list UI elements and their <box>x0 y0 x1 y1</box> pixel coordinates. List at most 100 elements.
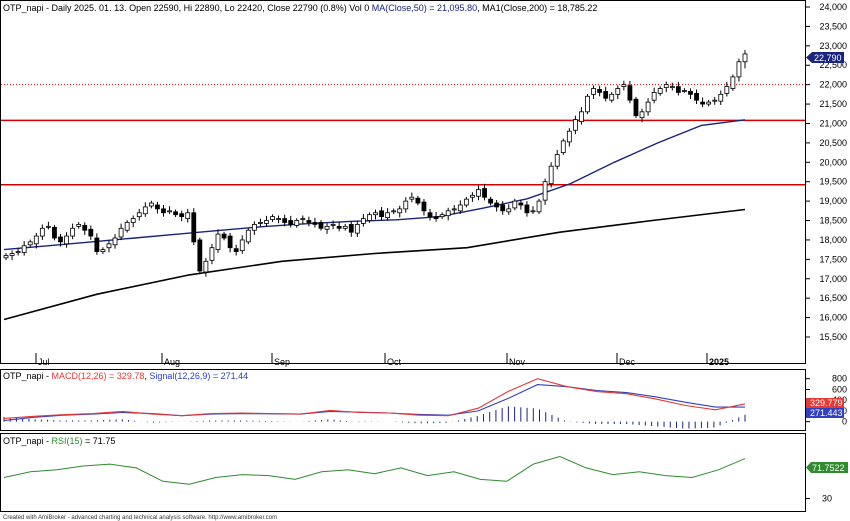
candle-body <box>46 225 51 228</box>
horizontal-lines <box>1 84 805 186</box>
candle-body <box>488 198 493 204</box>
candle-body <box>457 204 463 212</box>
price-y-tick-label: 19,500 <box>819 177 847 187</box>
candle-body <box>542 181 548 201</box>
candle-body <box>621 84 627 87</box>
candle-body <box>439 214 445 218</box>
month-label: Dec <box>619 357 636 367</box>
candle-body <box>718 93 724 102</box>
price-y-tick-label: 21,500 <box>819 99 847 109</box>
month-label: Nov <box>509 357 526 367</box>
candle-body <box>736 61 742 78</box>
candle-body <box>106 243 112 249</box>
candle-body <box>360 218 366 224</box>
macd-header-sep: , <box>144 371 149 381</box>
candle-body <box>124 222 130 231</box>
candle-body <box>215 233 221 251</box>
candle-body <box>409 196 415 200</box>
candle-body <box>245 229 251 243</box>
candle-body <box>52 226 57 239</box>
price-y-tick-label: 24,000 <box>819 2 847 12</box>
candle-body <box>264 220 269 224</box>
candle-body <box>633 98 639 117</box>
macd-y-tick-label: 800 <box>832 374 847 384</box>
price-y-tick-label: 16,500 <box>819 293 847 303</box>
candle-body <box>179 213 185 218</box>
candle-body <box>742 53 748 63</box>
price-header-ma200: , MA1(Close,200) = 18,785.22 <box>477 3 597 13</box>
price-header-ma50: MA(Close,50) = 21,095.80 <box>372 3 477 13</box>
macd-value-tag-label: 329.779 <box>810 398 843 408</box>
candle-body <box>88 228 94 237</box>
month-label: Aug <box>164 357 180 367</box>
price-y-tick-label: 17,000 <box>819 274 847 284</box>
candle-body <box>597 89 603 93</box>
candle-body <box>251 224 257 231</box>
candle-body <box>494 202 500 208</box>
candle-body <box>554 154 560 167</box>
candle-body <box>415 197 421 204</box>
candle-body <box>669 86 675 88</box>
candle-body <box>324 225 330 230</box>
candle-body <box>348 224 354 233</box>
price-y-tick-label: 22,500 <box>819 60 847 70</box>
last-price-tag-label: 22,790 <box>814 53 842 63</box>
candle-body <box>463 198 469 206</box>
rsi-pane-frame <box>0 433 806 512</box>
candle-body <box>530 210 536 213</box>
candle-body <box>379 210 384 218</box>
candle-body <box>142 206 148 215</box>
candle-body <box>433 216 439 219</box>
candle-body <box>185 212 191 219</box>
candle-body <box>300 218 306 220</box>
signal-value-tag: 271.443 <box>806 408 844 418</box>
candle-body <box>70 227 76 237</box>
candle-body <box>645 101 651 113</box>
candle-body <box>403 200 409 210</box>
price-header: OTP_napi - Daily 2025. 01. 13. Open 2259… <box>3 3 597 13</box>
candle-body <box>566 130 572 143</box>
candle-body <box>518 202 524 206</box>
candle-body <box>385 212 391 219</box>
candle-body <box>506 208 512 213</box>
candle-body <box>270 216 275 220</box>
macd-line <box>3 378 746 419</box>
macd-plot: 8006004002000 <box>3 374 847 429</box>
candle-body <box>627 85 633 101</box>
candle-body <box>560 140 566 153</box>
price-y-tick-label: 19,000 <box>819 196 847 206</box>
candle-body <box>470 194 475 198</box>
candle-body <box>100 249 106 252</box>
candle-body <box>3 255 9 259</box>
candle-body <box>482 188 487 198</box>
candle-body <box>421 201 427 212</box>
macd-y-tick-label: 600 <box>832 384 847 394</box>
candle-body <box>682 90 687 92</box>
candle-body <box>500 204 506 212</box>
candle-body <box>197 239 203 272</box>
candle-body <box>651 92 657 101</box>
rsi-header-ticker: OTP_napi - <box>3 436 52 446</box>
candle-body <box>663 84 669 88</box>
candle-body <box>694 92 699 101</box>
candle-body <box>367 214 372 221</box>
macd-header-ticker: OTP_napi - <box>3 371 52 381</box>
candle-body <box>688 91 693 95</box>
price-y-tick-label: 22,000 <box>819 80 847 90</box>
candle-body <box>64 235 69 245</box>
price-y-tick-label: 18,500 <box>819 216 847 226</box>
rsi-header-value: = 71.75 <box>83 436 116 446</box>
candle-body <box>148 202 154 207</box>
rsi-y-tick-label: 30 <box>822 493 832 503</box>
candle-body <box>288 220 294 225</box>
candle-body <box>548 165 554 185</box>
candle-body <box>373 212 378 216</box>
candle-body <box>306 220 312 223</box>
macd-header-signal: Signal(12,26,9) = 271.44 <box>149 371 248 381</box>
candle-body <box>82 224 88 231</box>
candle-body <box>342 225 348 229</box>
price-pane-frame <box>0 0 806 364</box>
candle-body <box>76 224 82 227</box>
candle-body <box>512 200 518 209</box>
candle-body <box>191 212 197 243</box>
